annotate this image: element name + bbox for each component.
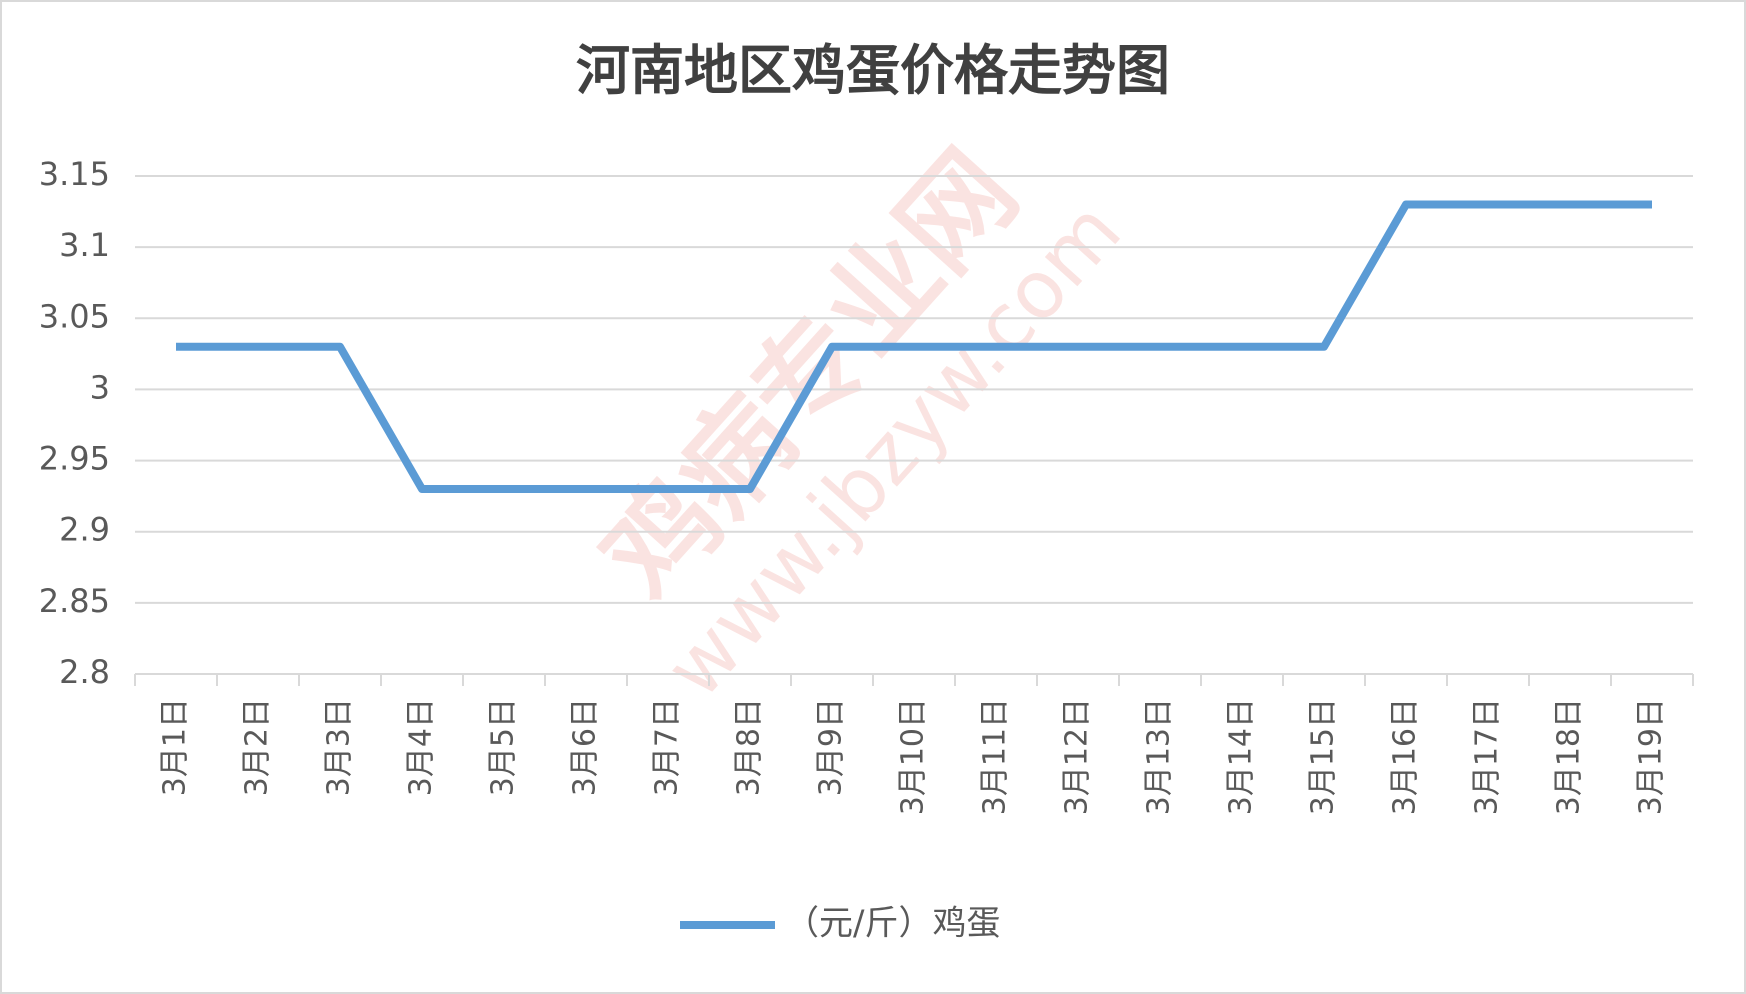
x-tick-label: 3月1日 xyxy=(158,698,193,796)
y-tick-label: 3.1 xyxy=(59,226,110,264)
x-tick-label: 3月13日 xyxy=(1142,698,1177,815)
y-tick-label: 2.9 xyxy=(59,511,110,549)
x-tick-label: 3月12日 xyxy=(1060,698,1095,815)
x-tick-label: 3月2日 xyxy=(240,698,275,796)
y-tick-label: 3 xyxy=(90,368,110,406)
y-tick-label: 2.85 xyxy=(39,582,110,620)
x-tick-label: 3月5日 xyxy=(486,698,521,796)
x-tick-label: 3月17日 xyxy=(1470,698,1505,815)
x-tick-label: 3月18日 xyxy=(1552,698,1587,815)
x-tick-label: 3月10日 xyxy=(896,698,931,815)
x-tick-label: 3月11日 xyxy=(978,698,1013,815)
data-line xyxy=(176,200,1652,494)
x-tick-label: 3月3日 xyxy=(322,698,357,796)
x-tick-label: 3月15日 xyxy=(1306,698,1341,815)
x-tick-label: 3月7日 xyxy=(650,698,685,796)
x-tick-label: 3月19日 xyxy=(1634,698,1669,815)
x-tick-label: 3月14日 xyxy=(1224,698,1259,815)
x-tick-label: 3月4日 xyxy=(404,698,439,796)
x-tick-label: 3月6日 xyxy=(568,698,603,796)
y-tick-label: 3.15 xyxy=(39,155,110,193)
legend-label: （元/斤）鸡蛋 xyxy=(785,904,1000,944)
x-tick-label: 3月16日 xyxy=(1388,698,1423,815)
y-tick-label: 2.95 xyxy=(39,440,110,478)
y-tick-label: 3.05 xyxy=(39,297,110,335)
chart-title: 河南地区鸡蛋价格走势图 xyxy=(576,38,1170,102)
y-tick-label: 2.8 xyxy=(59,653,110,691)
x-tick-label: 3月8日 xyxy=(732,698,767,796)
x-tick-label: 3月9日 xyxy=(814,698,849,796)
